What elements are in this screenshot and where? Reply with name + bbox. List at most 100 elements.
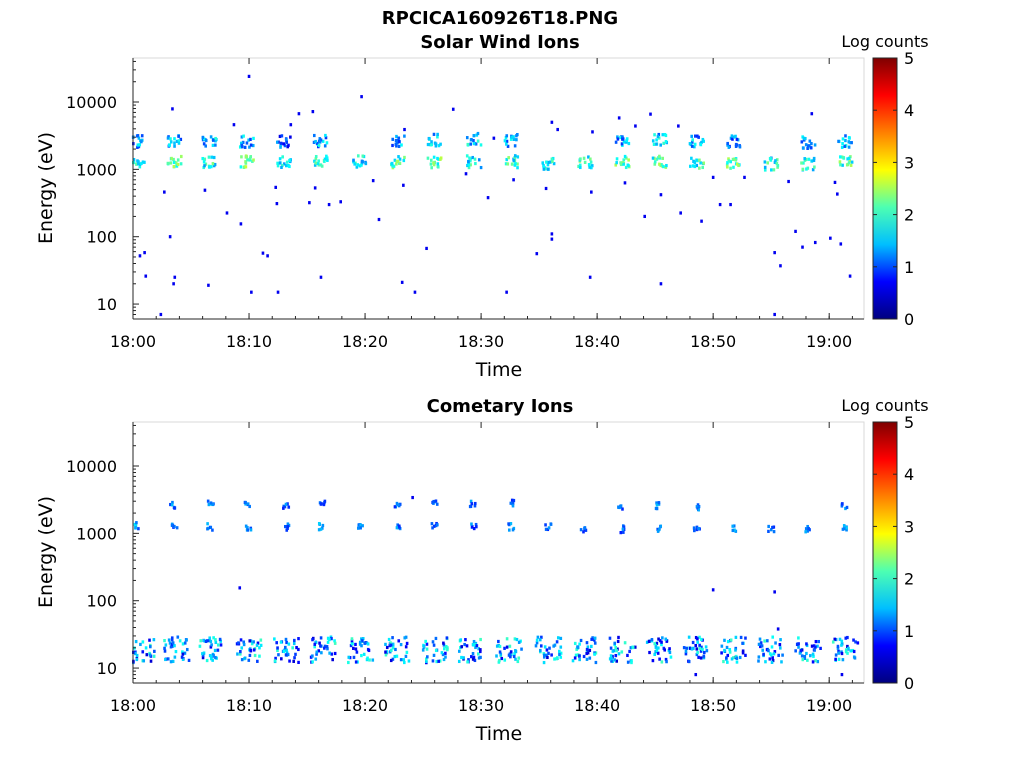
ion-cluster-cell	[469, 159, 472, 163]
ion-cluster-cell	[582, 156, 586, 160]
low-energy-cell	[851, 648, 855, 653]
ion-burst-cell	[658, 527, 661, 531]
ion-cluster-cell	[249, 137, 252, 142]
low-energy-cell	[834, 653, 838, 657]
ion-cluster-cell	[849, 163, 853, 167]
sparse-count-cell	[810, 112, 814, 116]
ion-cluster-cell	[214, 136, 217, 141]
low-energy-cell	[685, 646, 689, 650]
low-energy-cell	[586, 645, 590, 649]
low-energy-cell	[435, 659, 439, 664]
low-energy-cell	[559, 655, 563, 659]
ion-cluster-cell	[243, 145, 247, 149]
low-energy-cell	[608, 636, 612, 640]
low-energy-cell	[384, 650, 387, 654]
low-energy-cell	[617, 635, 620, 640]
low-energy-cell	[764, 660, 767, 664]
low-energy-cell	[779, 638, 782, 642]
ion-cluster-cell	[240, 135, 244, 139]
spectrogram-marks	[131, 74, 854, 317]
ion-cluster-cell	[203, 164, 206, 168]
ion-cluster-cell	[245, 141, 249, 145]
low-energy-cell	[593, 641, 597, 645]
ion-burst-cell	[733, 528, 736, 532]
ion-cluster-cell	[239, 165, 243, 169]
low-energy-cell	[819, 646, 822, 650]
sparse-count-cell	[794, 229, 797, 233]
low-energy-cell	[512, 654, 516, 659]
ion-cluster-cell	[729, 136, 733, 140]
ion-cluster-cell	[214, 143, 217, 147]
low-energy-cell	[187, 658, 191, 662]
low-energy-cell	[166, 657, 170, 661]
ion-cluster-cell	[426, 156, 430, 160]
ion-cluster-cell	[843, 144, 847, 148]
ion-burst-cell	[804, 527, 808, 531]
low-energy-cell	[757, 655, 761, 659]
ion-burst-cell	[473, 501, 477, 506]
low-energy-cell	[367, 648, 371, 653]
low-energy-cell	[134, 652, 137, 656]
ion-cluster-cell	[436, 162, 440, 166]
colorbar-tick-label: 4	[904, 101, 914, 120]
ion-cluster-cell	[166, 136, 170, 140]
ion-burst-cell	[697, 526, 700, 531]
ion-cluster-cell	[278, 157, 282, 161]
low-energy-cell	[315, 652, 318, 656]
ion-burst-cell	[209, 501, 213, 505]
ion-cluster-cell	[472, 134, 476, 138]
low-energy-cell	[778, 643, 782, 647]
x-tick-label: 18:00	[110, 696, 156, 715]
ion-cluster-cell	[138, 162, 142, 166]
ion-burst-cell	[806, 524, 809, 529]
ion-cluster-cell	[512, 135, 515, 139]
ion-burst-cell	[731, 524, 735, 528]
low-energy-cell	[623, 641, 627, 645]
low-energy-cell	[626, 653, 629, 658]
x-tick-label: 18:50	[690, 332, 736, 351]
ion-burst-cell	[395, 501, 399, 506]
low-energy-cell	[645, 640, 649, 644]
low-energy-cell	[699, 649, 703, 653]
ion-cluster-cell	[169, 140, 173, 144]
low-energy-cell	[613, 658, 616, 662]
colorbar-tick-label: 1	[904, 258, 914, 277]
ion-cluster-cell	[616, 137, 620, 141]
low-energy-cell	[806, 658, 809, 662]
low-energy-cell	[363, 641, 367, 645]
sparse-count-cell	[413, 290, 417, 294]
low-energy-cell	[759, 644, 762, 649]
low-energy-cell	[239, 650, 242, 654]
low-energy-cell	[498, 644, 502, 649]
low-energy-cell	[347, 660, 350, 665]
ion-burst-cell	[170, 503, 174, 507]
y-tick-label: 1000	[76, 160, 117, 179]
ion-cluster-cell	[177, 134, 180, 138]
low-energy-cell	[385, 645, 389, 650]
ion-cluster-cell	[510, 135, 513, 139]
low-energy-cell	[771, 635, 775, 639]
low-energy-cell	[474, 645, 477, 650]
low-energy-cell	[593, 636, 597, 640]
ion-cluster-cell	[212, 164, 216, 168]
ion-cluster-cell	[276, 164, 280, 168]
sparse-count-cell	[163, 190, 166, 194]
ion-burst-cell	[286, 522, 290, 526]
axes: 18:00 18:10 18:20 18:30 18:40 18:50 19:00 10 100…	[66, 58, 864, 351]
sparse-count-cell	[266, 254, 269, 258]
ion-cluster-cell	[700, 140, 703, 145]
ion-cluster-cell	[775, 158, 779, 162]
ion-cluster-cell	[619, 162, 623, 167]
colorbar-tick-label: 3	[904, 153, 914, 172]
ion-cluster-cell	[690, 144, 694, 148]
ion-cluster-cell	[436, 165, 440, 169]
ion-burst-cell	[511, 501, 515, 505]
low-energy-cell	[208, 638, 211, 643]
low-energy-cell	[311, 654, 314, 658]
sparse-count-cell	[700, 219, 703, 223]
ion-cluster-cell	[802, 161, 805, 165]
low-energy-cell	[534, 644, 538, 648]
low-energy-cell	[361, 637, 365, 641]
panel-title: Solar Wind Ions	[420, 32, 579, 53]
low-energy-cell	[462, 656, 465, 660]
